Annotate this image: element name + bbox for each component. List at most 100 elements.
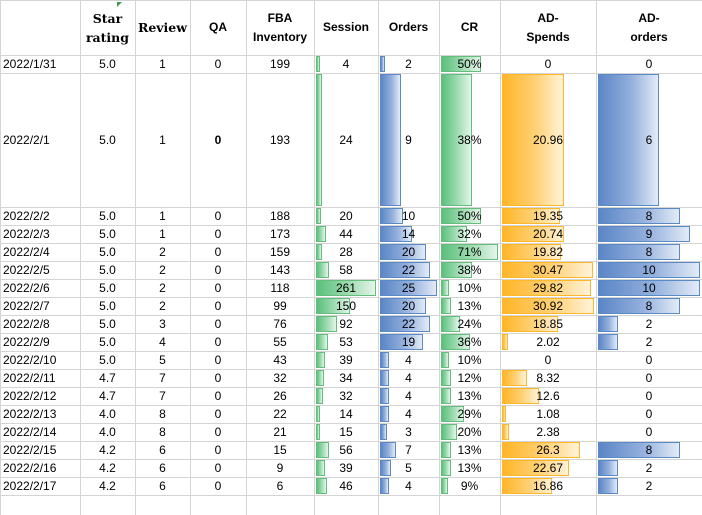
cell-session[interactable]: 34 — [339, 371, 353, 385]
cell-ad-spends[interactable]: 20.74 — [532, 227, 564, 241]
cell-cr[interactable]: 32% — [457, 227, 482, 241]
cell-ad-spends[interactable]: 20.96 — [532, 133, 564, 147]
cell-date[interactable]: 2022/2/13 — [3, 407, 57, 421]
cell-fba[interactable]: 143 — [269, 263, 291, 277]
cell-orders[interactable]: 2 — [405, 57, 412, 71]
cell-date[interactable]: 2022/2/7 — [3, 299, 50, 313]
cell-star[interactable]: 4.2 — [99, 479, 116, 493]
cell-qa[interactable]: 0 — [214, 281, 222, 295]
cell-fba[interactable]: 6 — [276, 479, 284, 493]
cell-ad-spends[interactable]: 2.02 — [536, 335, 560, 349]
cell-ad-spends[interactable]: 18.85 — [532, 317, 564, 331]
cell-date[interactable]: 2022/2/3 — [3, 227, 50, 241]
cell-ad-spends[interactable]: 0 — [544, 57, 552, 71]
cell-session[interactable]: 44 — [339, 227, 353, 241]
cell-session[interactable]: 261 — [335, 281, 357, 295]
cell-session[interactable]: 92 — [339, 317, 353, 331]
cell-date[interactable]: 2022/2/10 — [3, 353, 57, 367]
cell-qa[interactable]: 0 — [214, 263, 222, 277]
cell-ad-spends[interactable]: 19.82 — [532, 245, 564, 259]
cell-session[interactable]: 4 — [342, 57, 350, 71]
cell-session[interactable]: 24 — [339, 133, 353, 147]
cell-qa[interactable]: 0 — [214, 461, 222, 475]
cell-qa[interactable]: 0 — [214, 389, 222, 403]
cell-cr[interactable]: 71% — [457, 245, 482, 259]
cell-orders[interactable]: 4 — [405, 389, 412, 403]
cell-review[interactable]: 2 — [159, 245, 166, 259]
cell-date[interactable]: 2022/1/31 — [3, 57, 57, 71]
cell-ad-spends[interactable]: 2.38 — [536, 425, 560, 439]
cell-review[interactable]: 1 — [159, 57, 166, 71]
header-star[interactable]: Star rating — [80, 0, 135, 55]
cell-ad-orders[interactable]: 8 — [645, 209, 653, 223]
cell-orders[interactable]: 25 — [401, 281, 416, 295]
cell-ad-spends[interactable]: 30.92 — [532, 299, 564, 313]
cell-orders[interactable]: 4 — [405, 479, 412, 493]
cell-star[interactable]: 5.0 — [99, 353, 116, 367]
cell-ad-orders[interactable]: 10 — [642, 281, 656, 295]
cell-fba[interactable]: 193 — [269, 133, 291, 147]
header-date[interactable] — [0, 0, 80, 55]
cell-fba[interactable]: 15 — [273, 443, 287, 457]
cell-session[interactable]: 14 — [339, 407, 353, 421]
cell-fba[interactable]: 99 — [273, 299, 287, 313]
cell-fba[interactable]: 118 — [270, 281, 290, 295]
cell-qa[interactable]: 0 — [214, 227, 222, 241]
cell-review[interactable]: 6 — [159, 479, 166, 493]
cell-orders[interactable]: 22 — [401, 263, 416, 277]
cell-orders[interactable]: 4 — [405, 371, 412, 385]
cell-orders[interactable]: 19 — [401, 335, 416, 349]
cell-fba[interactable]: 21 — [273, 425, 287, 439]
cell-date[interactable]: 2022/2/4 — [3, 245, 50, 259]
cell-fba[interactable]: 9 — [276, 461, 284, 475]
cell-fba[interactable]: 32 — [273, 371, 287, 385]
cell-ad-orders[interactable]: 0 — [645, 425, 653, 439]
cell-qa[interactable]: 0 — [214, 371, 222, 385]
cell-cr[interactable]: 13% — [457, 299, 482, 313]
cell-session[interactable]: 150 — [335, 299, 357, 313]
cell-date[interactable]: 2022/2/16 — [3, 461, 57, 475]
header-cr[interactable]: CR — [439, 0, 500, 55]
cell-fba[interactable]: 159 — [269, 245, 291, 259]
cell-star[interactable]: 5.0 — [99, 133, 116, 147]
cell-review[interactable]: 1 — [159, 209, 166, 223]
header-qa[interactable]: QA — [190, 0, 246, 55]
cell-review[interactable]: 1 — [159, 133, 166, 147]
cell-ad-orders[interactable]: 2 — [645, 479, 653, 493]
cell-cr[interactable]: 20% — [457, 425, 482, 439]
cell-star[interactable]: 5.0 — [99, 227, 116, 241]
cell-star[interactable]: 5.0 — [99, 245, 116, 259]
cell-star[interactable]: 5.0 — [99, 335, 116, 349]
cell-session[interactable]: 28 — [339, 245, 353, 259]
cell-cr[interactable]: 24% — [457, 317, 482, 331]
cell-star[interactable]: 4.0 — [99, 407, 116, 421]
cell-qa[interactable]: 0 — [214, 407, 222, 421]
cell-orders[interactable]: 4 — [405, 353, 412, 367]
cell-cr[interactable]: 13% — [457, 389, 482, 403]
cell-review[interactable]: 6 — [159, 461, 166, 475]
cell-qa[interactable]: 0 — [214, 353, 222, 367]
cell-cr[interactable]: 38% — [457, 263, 482, 277]
cell-cr[interactable]: 10% — [457, 281, 482, 295]
cell-star[interactable]: 5.0 — [99, 281, 116, 295]
cell-ad-orders[interactable]: 10 — [642, 263, 656, 277]
cell-ad-orders[interactable]: 6 — [645, 133, 653, 147]
cell-ad-orders[interactable]: 2 — [645, 335, 653, 349]
cell-fba[interactable]: 43 — [273, 353, 287, 367]
cell-review[interactable]: 2 — [159, 263, 166, 277]
cell-star[interactable]: 4.7 — [99, 389, 116, 403]
cell-star[interactable]: 4.7 — [99, 371, 116, 385]
cell-cr[interactable]: 9% — [460, 479, 479, 493]
cell-session[interactable]: 39 — [339, 353, 353, 367]
cell-ad-orders[interactable]: 2 — [645, 461, 653, 475]
cell-ad-spends[interactable]: 8.32 — [536, 371, 560, 385]
cell-cr[interactable]: 29% — [457, 407, 482, 421]
cell-ad-orders[interactable]: 8 — [645, 443, 653, 457]
cell-star[interactable]: 5.0 — [99, 209, 116, 223]
cell-qa[interactable]: 0 — [214, 335, 222, 349]
cell-star[interactable]: 5.0 — [99, 57, 116, 71]
cell-date[interactable]: 2022/2/6 — [3, 281, 50, 295]
cell-ad-orders[interactable]: 2 — [645, 317, 653, 331]
cell-review[interactable]: 4 — [159, 335, 166, 349]
